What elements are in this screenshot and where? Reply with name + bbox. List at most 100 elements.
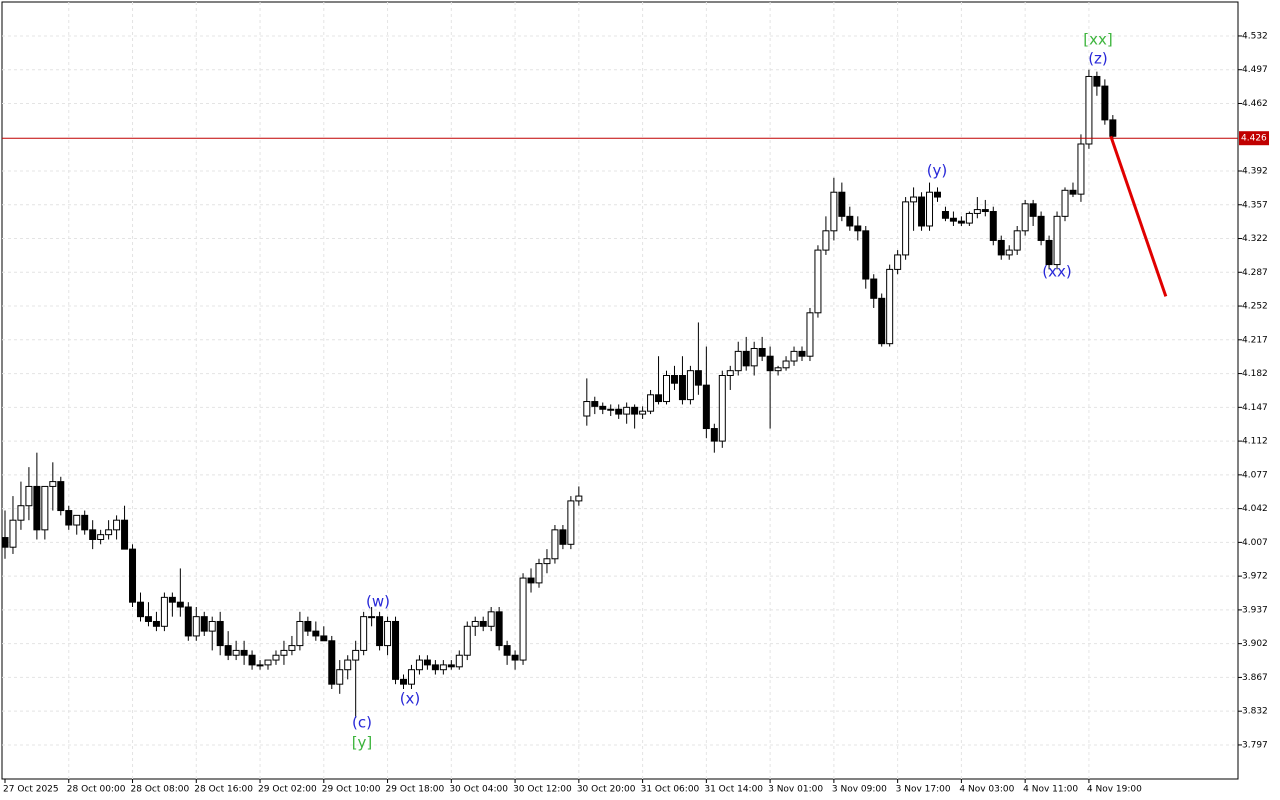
candle-body [575,495,583,502]
x-tick-label: 4 Nov 11:00 [1023,785,1078,795]
candle-body [1013,230,1021,251]
candle-body [384,620,392,647]
y-tick-label: 3.937 [1242,605,1268,615]
candle-body [49,481,57,487]
candle-body [623,406,631,415]
candle-body [1,537,9,548]
wave-label: (z) [1088,50,1108,68]
candle-body [105,529,113,536]
candle-body [519,577,527,661]
wave-label: (xx) [1042,263,1071,281]
candle-body [176,601,184,608]
candle-body [455,654,463,668]
candle-body [304,620,312,632]
candle-body [822,230,830,251]
candle-body [806,312,814,357]
candle-body [814,249,822,314]
candle-body [758,347,766,357]
x-tick-label: 3 Nov 09:00 [832,785,887,795]
candle-body [97,534,105,540]
y-tick-label: 4.497 [1242,65,1268,75]
candle-body [607,408,615,411]
candle-body [1029,203,1037,217]
candle-body [726,370,734,377]
candle-body [392,620,400,680]
candle-body [997,239,1005,256]
candle-body [463,625,471,656]
candle-body [591,401,599,407]
candle-body [567,500,575,545]
candle-body [129,548,137,603]
y-tick-label: 3.797 [1242,740,1268,750]
candle-body [1061,189,1069,217]
candle-body [288,645,296,651]
x-tick-label: 29 Oct 18:00 [386,785,445,795]
x-tick-label: 29 Oct 02:00 [258,785,317,795]
candle-body [216,620,224,647]
candle-body [487,611,495,627]
candle-body [910,196,918,203]
candle-body [495,611,503,647]
candle-body [192,616,200,637]
candle-body [655,394,663,403]
y-tick-label: 4.147 [1242,403,1268,413]
x-tick-label: 31 Oct 06:00 [641,785,700,795]
y-tick-label: 4.532 [1242,31,1268,41]
candle-body [33,485,41,531]
candle-body [1053,215,1061,266]
candle-body [447,664,455,668]
x-tick-label: 30 Oct 20:00 [577,785,636,795]
candle-body [272,654,280,661]
candle-body [160,596,168,627]
y-tick-label: 3.972 [1242,572,1268,582]
candle-body [376,616,384,647]
y-tick-label: 4.042 [1242,504,1268,514]
candle-body [1085,75,1093,145]
candle-body [17,505,25,521]
candle-body [1093,75,1101,87]
candle-body [527,577,535,584]
candle-body [854,225,862,232]
y-tick-label: 4.112 [1242,437,1268,447]
candle-body [144,616,152,622]
candle-body [957,220,965,224]
candle-body [838,191,846,217]
candle-body [121,519,129,550]
candle-body [615,408,623,415]
candle-body [941,211,949,219]
candle-body [81,514,89,531]
x-tick-label: 31 Oct 14:00 [704,785,763,795]
candle-body [989,211,997,241]
candle-body [320,635,328,642]
candle-body [862,230,870,280]
candle-body [774,367,782,372]
candle-body [232,649,240,656]
candle-body [981,209,989,213]
candle-body [694,370,702,386]
candle-body [1109,119,1117,137]
candle-body [1045,239,1053,266]
candle-body [368,616,376,619]
candle-body [415,659,423,671]
wave-label: [y] [352,734,373,752]
price-label: 4.426 [1241,134,1267,144]
candle-body [423,659,431,666]
candle-body [240,649,248,656]
candle-body [168,596,176,603]
y-tick-label: 4.077 [1242,470,1268,480]
candle-body [89,529,97,540]
candle-body [400,678,407,685]
wave-label: (y) [927,162,948,180]
candle-body [894,254,902,270]
candle-body [933,191,941,198]
candle-body [352,649,360,661]
x-tick-label: 28 Oct 00:00 [67,785,126,795]
candle-body [1021,203,1029,232]
candle-body [647,394,655,412]
candle-body [710,428,718,442]
y-tick-label: 4.287 [1242,268,1268,278]
price-label-box [1239,131,1269,146]
candle-body [503,645,511,656]
candle-body [1101,85,1109,121]
